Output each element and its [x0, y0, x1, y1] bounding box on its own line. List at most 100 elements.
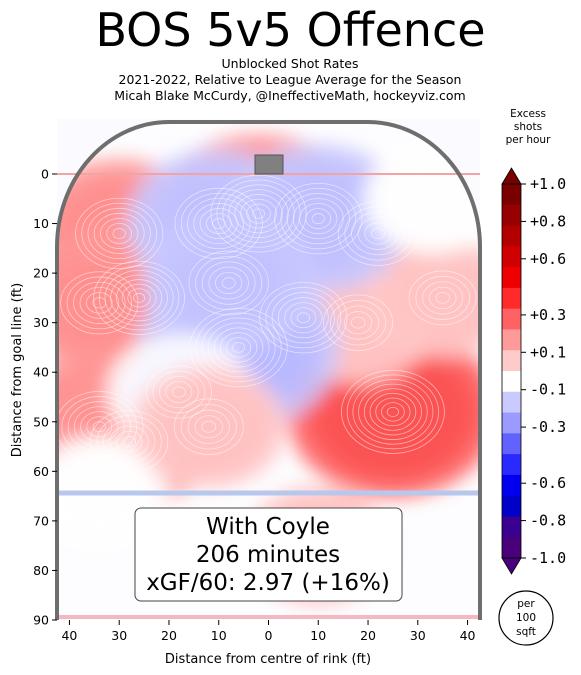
contour-ring-14-5: [195, 255, 263, 311]
contour-ring-10-5: [408, 270, 477, 326]
contour-ring-8-5: [363, 388, 422, 436]
contour-ring-8-6: [358, 383, 428, 440]
contour-ring-14-2: [215, 271, 243, 295]
colorbar-tick-label-3: +0.3: [530, 306, 566, 324]
contour-ring-15-3: [158, 375, 199, 409]
colorbar: +1.0 +0.8 +0.6 +0.3 +0.1 -0.1 -0.3 -0.6 -0.8 -1.0: [501, 167, 566, 575]
contour-ring-7-1: [370, 227, 385, 240]
colorbar-top-arrow: [501, 167, 522, 185]
contour-ring-16-1: [424, 192, 441, 206]
colorbar-segment-13: [502, 454, 521, 476]
contour-ring-11-6: [180, 192, 257, 255]
contour-ring-9-5: [323, 294, 394, 351]
heat-blob-16-layer-1: [362, 142, 480, 256]
contour-ring-8-8: [346, 374, 440, 450]
contour-ring-2-4: [73, 281, 126, 324]
contour-ring-6-2: [290, 307, 317, 329]
x-tick-label-4: 0: [265, 628, 273, 643]
contour-ring-8-2: [381, 402, 405, 422]
contour-ring-11-3: [199, 208, 238, 240]
contour-ring-13-1: [232, 342, 246, 353]
contour-ring-7-2: [364, 222, 392, 245]
colorbar-segment-8: [502, 350, 521, 372]
contour-ring-13-2: [226, 337, 252, 358]
annotation-line-2: 206 minutes: [196, 542, 340, 568]
contour-ring-8-3: [375, 397, 411, 427]
contour-ring-11-7: [174, 187, 263, 260]
contour-ring-7-4: [351, 211, 405, 256]
contour-ring-12-7: [274, 182, 363, 255]
contour-ring-10-4: [415, 275, 470, 320]
contour-ring-10-3: [422, 281, 464, 315]
colorbar-title: Excess shots per hour: [498, 108, 558, 147]
contour-ring-5-2: [246, 203, 271, 224]
contour-ring-14-1: [221, 277, 236, 289]
x-axis: 40 30 20 10 0 10 20 30 40: [61, 620, 476, 643]
contour-ring-12-2: [305, 208, 332, 230]
annotation-line-1: With Coyle: [206, 514, 330, 540]
heat-blob-18-layer-1: [131, 364, 287, 489]
contour-ring-9-4: [330, 300, 387, 346]
x-tick-label-8: 40: [460, 628, 476, 643]
contour-ring-15-5: [145, 365, 212, 419]
y-tick-label-0: 0: [41, 167, 49, 182]
contour-ring-6-4: [277, 297, 329, 339]
x-tick-label-1: 30: [111, 628, 127, 643]
y-tick-label-5: 50: [33, 414, 49, 429]
annotation-box: [134, 507, 403, 602]
unit-badge-line-3: sqft: [516, 626, 536, 638]
colorbar-segment-14: [502, 474, 521, 497]
colorbar-tick-label-1: +0.8: [530, 212, 566, 230]
rink-boards: [55, 120, 482, 620]
contour-ring-11-4: [193, 203, 245, 245]
colorbar-segment-10: [502, 391, 521, 414]
y-tick-label-7: 70: [33, 513, 49, 528]
contour-ring-6-1: [296, 312, 310, 324]
contour-ring-2-6: [60, 271, 139, 335]
colorbar-segment-15: [502, 495, 521, 517]
x-tick-label-3: 10: [211, 628, 227, 643]
contour-ring-2-3: [79, 286, 120, 319]
x-tick-label-5: 10: [310, 628, 326, 643]
unit-badge-line-1: per: [517, 598, 535, 610]
colorbar-segment-12: [502, 433, 521, 455]
contour-ring-0-1: [112, 228, 126, 239]
contour-ring-0-2: [106, 223, 133, 244]
contour-ring-12-6: [280, 188, 357, 250]
colorbar-tick-label-7: -0.6: [530, 474, 566, 492]
contour-ring-1-6: [104, 269, 174, 326]
contour-ring-14-3: [208, 266, 249, 300]
contour-ring-18-1: [201, 420, 217, 433]
contour-ring-5-8: [210, 174, 307, 253]
x-tick-label-0: 40: [61, 628, 77, 643]
annotation-line-3: xGF/60: 2.97 (+16%): [146, 570, 390, 596]
colorbar-segment-17: [502, 537, 521, 559]
subtitle-line-2: 2021-2022, Relative to League Average fo…: [118, 72, 462, 87]
contour-ring-1-8: [93, 260, 185, 335]
y-axis-label: Distance from goal line (ft): [10, 283, 25, 457]
y-tick-label-1: 10: [33, 216, 49, 231]
colorbar-tick-label-5: -0.1: [530, 381, 566, 399]
contour-ring-15-1: [172, 386, 186, 398]
contour-ring-4-6: [90, 410, 169, 474]
contour-ring-14-4: [201, 261, 256, 305]
contour-ring-1-4: [115, 279, 163, 317]
x-axis-label: Distance from centre of rink (ft): [165, 652, 371, 667]
contour-ring-14-6: [188, 250, 269, 316]
contour-ring-1-2: [127, 288, 151, 308]
unit-badge: [498, 590, 554, 646]
contour-ring-5-4: [234, 194, 283, 234]
contour-ring-0-7: [75, 197, 164, 270]
colorbar-tick-label-6: -0.3: [530, 418, 566, 436]
colorbar-segment-3: [502, 246, 521, 268]
contour-ring-9-2: [343, 311, 373, 335]
contour-ring-12-5: [286, 193, 350, 245]
x-tick-label-6: 20: [360, 628, 376, 643]
colorbar-title-line-2: shots: [513, 121, 543, 133]
contour-ring-11-1: [212, 218, 226, 229]
contour-ring-2-1: [92, 297, 107, 309]
contour-ring-18-2: [194, 415, 224, 439]
contour-ring-1-3: [121, 283, 157, 313]
contour-ring-16-2: [417, 186, 449, 212]
